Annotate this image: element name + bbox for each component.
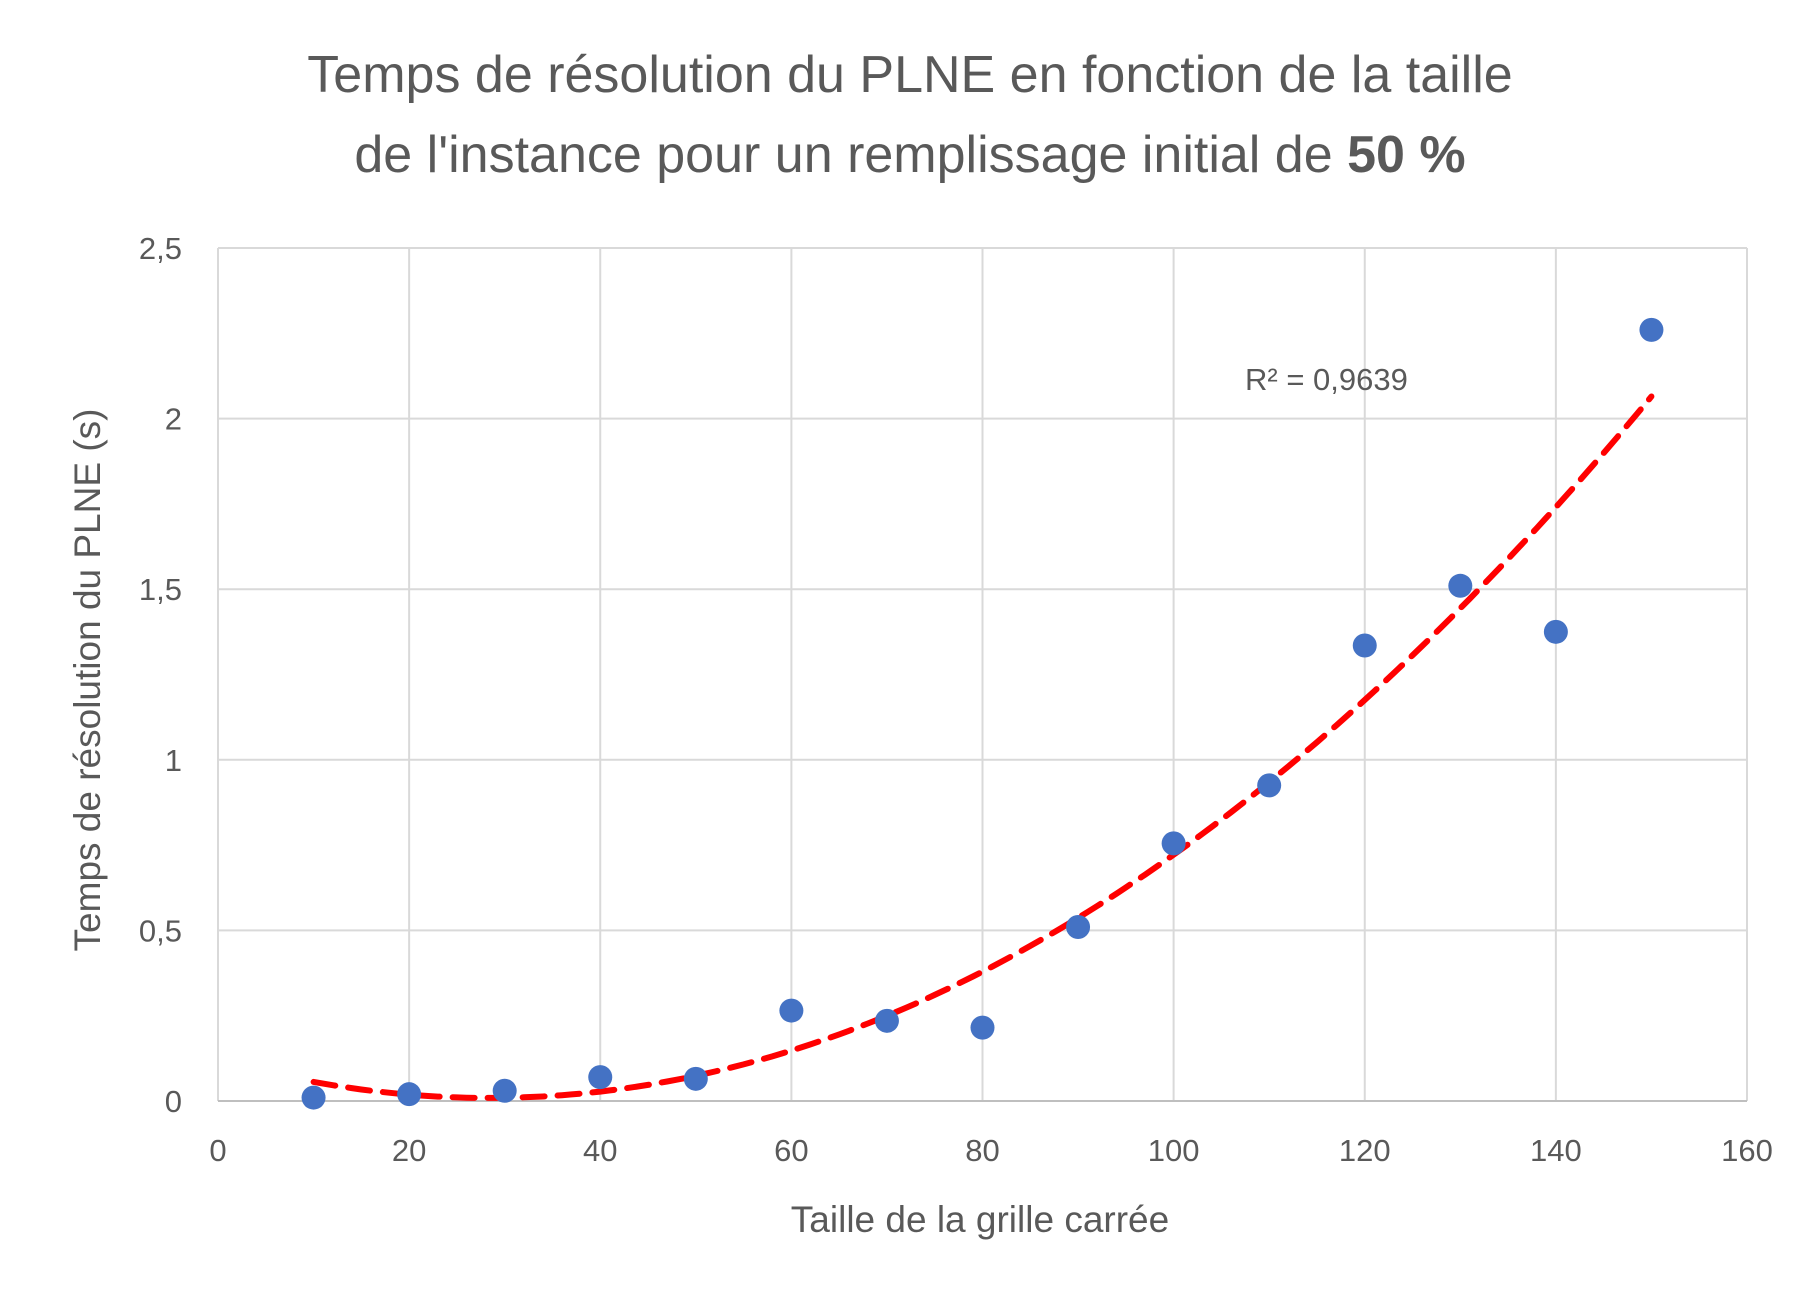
x-tick-label: 140 xyxy=(1530,1133,1582,1168)
y-axis-label: Temps de résolution du PLNE (s) xyxy=(67,409,108,952)
data-point xyxy=(1639,317,1664,342)
data-point xyxy=(588,1065,613,1090)
x-axis-label: Taille de la grille carrée xyxy=(791,1199,1169,1240)
chart-title-line-2-bold: 50 % xyxy=(1347,126,1466,184)
trendline xyxy=(310,393,1655,1101)
data-point xyxy=(492,1078,517,1103)
data-point xyxy=(970,1015,995,1040)
grid xyxy=(217,247,1748,1102)
x-tick-label: 80 xyxy=(965,1133,999,1168)
y-tick-label: 2,5 xyxy=(139,231,182,266)
y-tick-label: 0,5 xyxy=(139,913,182,948)
x-tick-label: 0 xyxy=(209,1133,226,1168)
chart-title-line-2: de l'instance pour un remplissage initia… xyxy=(354,126,1465,184)
data-point xyxy=(1543,619,1568,644)
data-point xyxy=(874,1008,899,1033)
x-tick-label: 100 xyxy=(1148,1133,1200,1168)
data-point xyxy=(1066,914,1091,939)
x-tick-label: 40 xyxy=(583,1133,617,1168)
x-tick-label: 20 xyxy=(392,1133,426,1168)
trendline-path xyxy=(310,393,1655,1101)
chart-title-line-2-text: de l'instance pour un remplissage initia… xyxy=(354,126,1347,184)
data-point xyxy=(1161,831,1186,856)
chart-title: Temps de résolution du PLNE en fonction … xyxy=(307,46,1512,184)
x-tick-label: 60 xyxy=(774,1133,808,1168)
data-point xyxy=(1352,633,1377,658)
y-tick-label: 2 xyxy=(165,402,182,437)
y-tick-labels: 0 0,5 1 1,5 2 2,5 xyxy=(139,231,182,1119)
data-point xyxy=(397,1082,422,1107)
data-point xyxy=(779,998,804,1023)
x-tick-labels: 0 20 40 60 80 100 120 140 160 xyxy=(209,1133,1772,1168)
chart-title-line-1: Temps de résolution du PLNE en fonction … xyxy=(307,46,1512,104)
x-tick-label: 120 xyxy=(1339,1133,1391,1168)
data-point xyxy=(301,1085,326,1110)
data-points xyxy=(301,317,1664,1110)
y-tick-label: 1,5 xyxy=(139,572,182,607)
x-tick-label: 160 xyxy=(1721,1133,1773,1168)
data-point xyxy=(1257,773,1282,798)
y-tick-label: 0 xyxy=(165,1084,182,1119)
r-squared-annotation: R² = 0,9639 xyxy=(1245,362,1408,397)
data-point xyxy=(683,1066,708,1091)
data-point xyxy=(1448,573,1473,598)
y-tick-label: 1 xyxy=(165,743,182,778)
